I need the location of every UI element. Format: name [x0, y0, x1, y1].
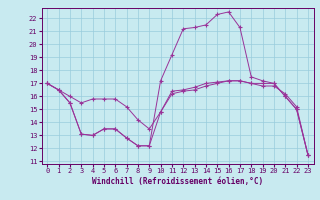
X-axis label: Windchill (Refroidissement éolien,°C): Windchill (Refroidissement éolien,°C)	[92, 177, 263, 186]
